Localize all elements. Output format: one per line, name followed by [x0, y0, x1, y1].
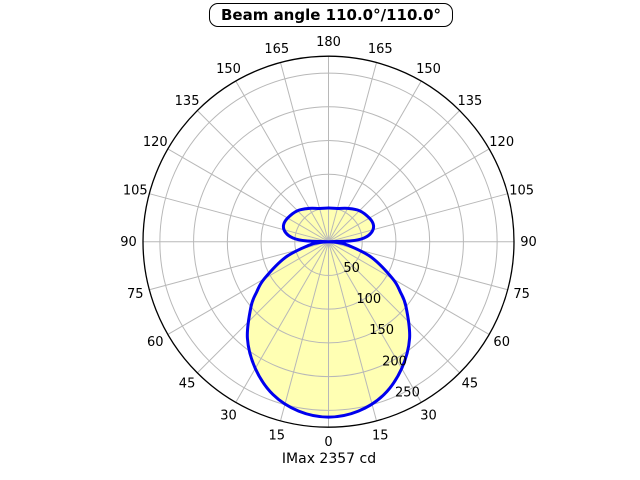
angle-tick-label: 15 [372, 428, 389, 443]
grid-spoke [328, 80, 422, 242]
angle-tick-label: 165 [264, 42, 289, 57]
angle-tick-label: 150 [216, 62, 241, 77]
grid-spoke [328, 148, 490, 243]
angle-tick-label: 30 [420, 408, 437, 423]
grid-ring [226, 140, 431, 344]
polar-grid [143, 56, 514, 428]
angle-tick-label: 90 [520, 235, 537, 250]
grid-spoke [328, 62, 377, 242]
grid-spoke [328, 241, 490, 335]
angle-tick-label: 135 [175, 94, 200, 109]
grid-spoke [328, 241, 461, 374]
angle-tick-label: 45 [462, 377, 479, 392]
angle-tick-label: 75 [127, 287, 144, 302]
radius-tick-label: 200 [382, 354, 407, 369]
radius-tick-labels: 50 100 150 200 250 [343, 261, 419, 401]
angle-tick-label: 45 [179, 377, 196, 392]
angle-tick-label: 135 [458, 94, 483, 109]
polar-axis-circle [142, 55, 515, 428]
grid-spoke [167, 241, 329, 335]
angle-tick-label: 105 [509, 183, 534, 198]
grid-spoke [328, 193, 508, 243]
grid-spoke [328, 241, 422, 403]
angle-tick-label: 75 [513, 287, 530, 302]
grid-ring [159, 72, 498, 411]
chart-title: Beam angle 110.0°/110.0° [208, 3, 454, 27]
angle-tick-label: 105 [123, 183, 148, 198]
grid-spoke [280, 62, 329, 242]
radius-tick-label: 150 [369, 323, 394, 338]
beam-curve [245, 206, 412, 419]
grid-spoke [328, 241, 377, 422]
angle-tick-label: 30 [220, 408, 237, 423]
grid-spoke [196, 110, 329, 243]
angle-tick-label: 180 [316, 35, 341, 50]
radius-tick-label: 50 [343, 261, 360, 276]
angle-tick-label: 60 [493, 335, 510, 350]
grid-spoke [149, 193, 329, 243]
imax-caption: IMax 2357 cd [281, 451, 377, 467]
grid-spoke [280, 241, 329, 422]
angle-tick-label: 15 [268, 428, 285, 443]
angle-tick-label: 60 [147, 335, 164, 350]
grid-spoke [235, 80, 329, 242]
angle-tick-label: 0 [324, 435, 332, 450]
angle-tick-label: 90 [120, 235, 137, 250]
radius-tick-label: 100 [356, 292, 381, 307]
angle-tick-label: 165 [368, 42, 393, 57]
angle-tick-label: 120 [489, 135, 514, 150]
grid-ring [193, 106, 464, 378]
angle-tick-label: 150 [416, 62, 441, 77]
angle-tick-label: 120 [143, 135, 168, 150]
grid-ring [260, 173, 397, 310]
angle-tick-labels: 0 15 15 30 30 45 45 60 60 75 75 90 90 105 105 120 120 135… [120, 35, 537, 450]
grid-spoke [196, 241, 329, 374]
grid-spoke [167, 148, 329, 243]
grid-spoke [235, 241, 329, 403]
grid-spoke [328, 110, 461, 243]
radius-tick-label: 250 [395, 385, 420, 400]
